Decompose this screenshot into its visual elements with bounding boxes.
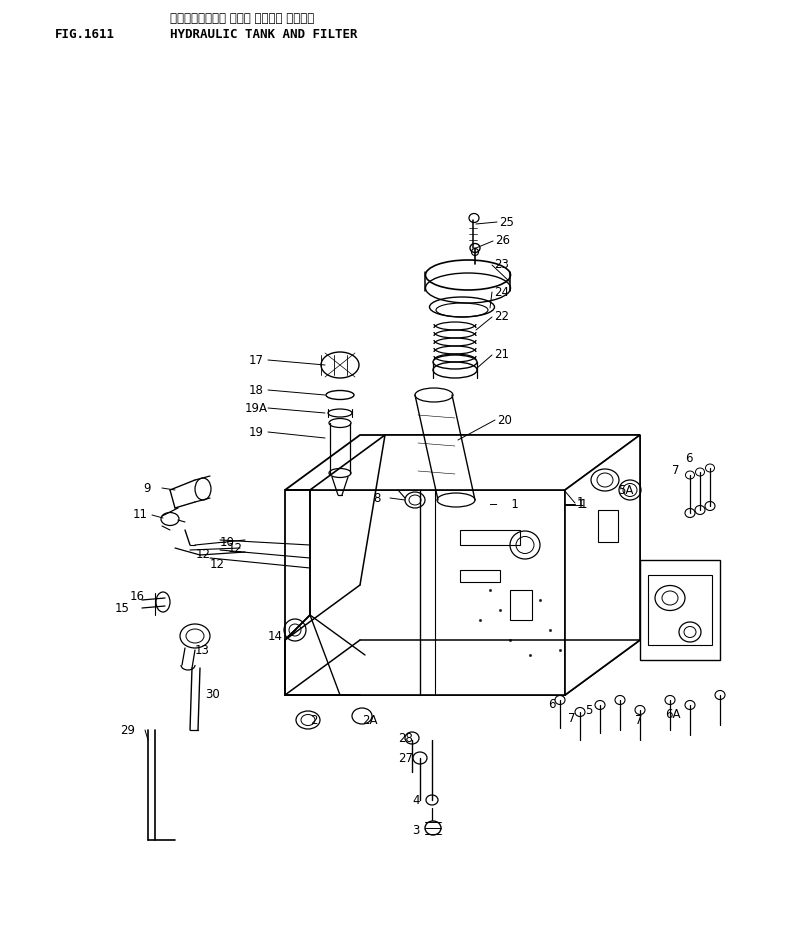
Bar	[510, 590, 532, 620]
Text: 12: 12	[210, 559, 225, 572]
Bar	[648, 575, 712, 645]
Text: 15: 15	[115, 601, 130, 615]
Text: 6: 6	[548, 699, 556, 712]
Text: 27: 27	[398, 752, 413, 765]
Polygon shape	[310, 435, 640, 490]
Text: 25: 25	[499, 216, 514, 229]
Text: 18: 18	[249, 384, 264, 397]
Text: 11: 11	[133, 508, 148, 521]
Text: 5A: 5A	[618, 484, 633, 497]
Text: 2A: 2A	[362, 714, 378, 727]
Polygon shape	[285, 490, 565, 695]
Text: 4: 4	[412, 794, 419, 806]
Text: 7: 7	[568, 712, 575, 725]
Text: 13: 13	[195, 644, 210, 657]
Text: 7: 7	[672, 463, 680, 476]
Text: 19: 19	[249, 426, 264, 438]
Text: 1: 1	[580, 499, 587, 512]
Text: 26: 26	[495, 234, 510, 248]
Text: 16: 16	[130, 589, 145, 602]
Text: 12: 12	[196, 548, 211, 561]
Text: HYDRAULIC TANK AND FILTER: HYDRAULIC TANK AND FILTER	[170, 29, 357, 41]
Text: ハイト゛ロリック タンク オヨヒ゛ フィルタ: ハイト゛ロリック タンク オヨヒ゛ フィルタ	[170, 11, 314, 24]
Polygon shape	[565, 435, 640, 695]
Text: 21: 21	[494, 348, 509, 361]
Text: 7: 7	[635, 714, 642, 727]
Text: 20: 20	[497, 414, 512, 427]
Text: 10: 10	[220, 535, 235, 548]
Text: 6: 6	[685, 451, 692, 464]
Text: 8: 8	[373, 491, 381, 504]
Text: 28: 28	[398, 731, 413, 744]
Text: 14: 14	[268, 630, 283, 643]
Text: 9: 9	[143, 482, 151, 494]
Text: 12: 12	[228, 542, 243, 555]
Text: —  1: — 1	[490, 499, 519, 512]
Text: 3: 3	[412, 824, 419, 837]
Text: 24: 24	[494, 286, 509, 299]
Text: 1: 1	[577, 498, 585, 511]
Bar	[598, 510, 618, 542]
Text: 6A: 6A	[665, 709, 681, 721]
Text: 19A: 19A	[245, 402, 268, 415]
Text: 30: 30	[205, 688, 220, 701]
Bar	[460, 570, 500, 582]
Text: FIG.1611: FIG.1611	[55, 29, 115, 41]
Text: 29: 29	[120, 724, 135, 737]
Text: 1: 1	[577, 497, 585, 510]
Bar	[640, 560, 720, 660]
Text: 17: 17	[249, 353, 264, 366]
Bar	[460, 530, 520, 545]
Text: 5: 5	[585, 703, 593, 716]
Text: 23: 23	[494, 259, 509, 272]
Text: 22: 22	[494, 310, 509, 323]
Text: 2: 2	[310, 714, 317, 727]
